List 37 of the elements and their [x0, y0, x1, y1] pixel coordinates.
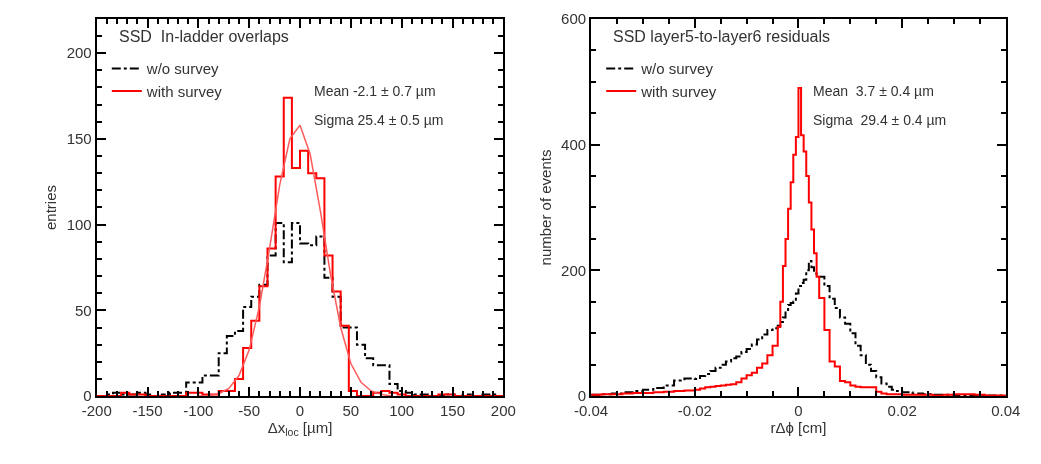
- x-tick-label: 50: [342, 402, 360, 420]
- x-tick-label: 100: [389, 402, 415, 420]
- text: SSD layer5-to-layer6 residuals: [613, 28, 830, 45]
- annotation: Mean 3.7 ± 0.4 µm: [813, 83, 934, 99]
- x-tick-label: -50: [238, 402, 261, 420]
- y-axis-title: entries: [42, 184, 60, 230]
- x-tick-label: -100: [183, 402, 214, 420]
- annotation: Sigma 29.4 ± 0.4 µm: [813, 112, 947, 128]
- y-tick-label: 600: [561, 10, 587, 28]
- annotation: Mean -2.1 ± 0.7 µm: [314, 83, 436, 99]
- y-tick-label: 400: [561, 135, 587, 153]
- y-tick-label: 50: [75, 301, 92, 319]
- y-tick-label: 200: [66, 44, 92, 62]
- y-tick-label: 150: [66, 130, 92, 148]
- x-axis-title: Δx$_{loc}$ [µm]: [267, 419, 333, 439]
- text: SSD In-ladder overlaps: [119, 28, 289, 45]
- y-tick-label: 0: [577, 387, 587, 405]
- y-tick-label: 0: [83, 387, 92, 405]
- legend-label: with survey: [145, 82, 223, 100]
- x-tick-label: 150: [440, 402, 466, 420]
- x-tick-label: 0: [794, 402, 803, 420]
- x-tick-label: 0.02: [887, 402, 917, 420]
- x-tick-label: -150: [132, 402, 163, 420]
- x-tick-label: -200: [81, 402, 112, 420]
- y-tick-label: 100: [66, 215, 92, 233]
- x-tick-label: -0.04: [574, 402, 609, 420]
- annotation: Sigma 25.4 ± 0.5 µm: [314, 112, 444, 128]
- y-axis-title: number of events: [536, 149, 554, 266]
- x-tick-label: -0.02: [677, 402, 712, 420]
- x-tick-label: 0.04: [991, 402, 1021, 420]
- legend-label: w/o survey: [640, 60, 714, 78]
- y-tick-label: 200: [561, 261, 587, 279]
- legend-label: with survey: [640, 82, 717, 100]
- x-tick-label: 0: [295, 402, 305, 420]
- x-axis-title: rΔϕ [cm]: [770, 419, 827, 437]
- x-tick-label: 200: [490, 402, 516, 420]
- legend-label: w/o survey: [145, 60, 219, 78]
